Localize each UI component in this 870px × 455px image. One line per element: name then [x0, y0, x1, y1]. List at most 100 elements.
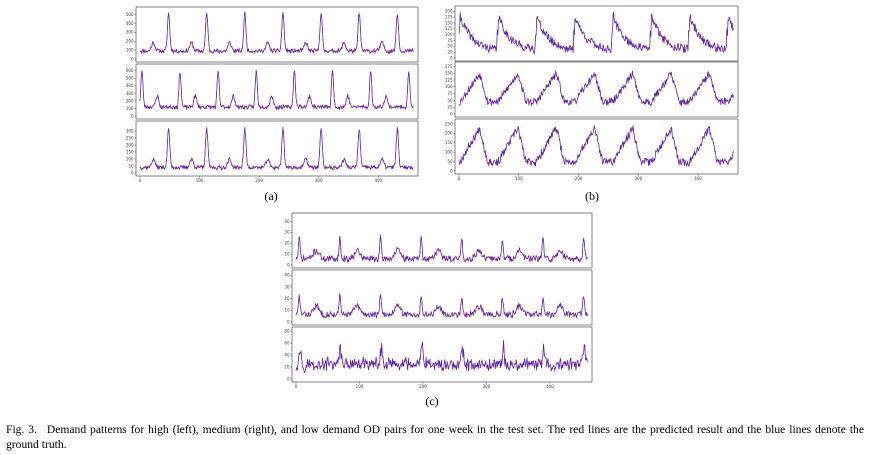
y-tick-label: 200: [126, 39, 134, 44]
y-tick-label: 0: [131, 170, 134, 175]
y-tick-label: 300: [126, 128, 134, 133]
y-tick-label: 50: [447, 159, 453, 164]
y-tick-label: 200: [126, 142, 134, 147]
figure-caption: Fig. 3. Demand patterns for high (left),…: [6, 422, 864, 452]
x-tick-label: 0: [139, 178, 142, 183]
y-tick-label: 0: [450, 168, 453, 173]
y-tick-label: 0: [287, 376, 290, 381]
subfigure-label: (b): [585, 189, 599, 203]
panel-frame: [454, 61, 739, 118]
x-tick-label: 0: [458, 176, 461, 181]
series-ground-truth-line: [458, 12, 734, 54]
chart-panel-1-2: 0 100 200 300 400 500 600: [126, 63, 419, 120]
chart-panel-1-1: 0 100 200 300 400 500: [126, 6, 419, 63]
y-tick-label: 30: [284, 284, 290, 289]
series-ground-truth-line: [295, 235, 588, 263]
chart-panel-3-2: 0 10 20 30 40: [284, 269, 593, 326]
y-tick-label: 40: [284, 219, 290, 224]
panel-frame: [454, 5, 739, 62]
y-tick-label: 175: [445, 15, 453, 20]
y-tick-label: 10: [284, 308, 290, 313]
y-tick-label: 100: [445, 32, 453, 37]
y-tick-label: 100: [126, 156, 134, 161]
y-tick-label: 300: [126, 30, 134, 35]
y-tick-label: 20: [284, 364, 290, 369]
y-tick-label: 75: [447, 91, 453, 96]
chart-group-1: 0 100 200 300 400 500 0 100 200 300 400 500 600 0 50 10…: [126, 6, 419, 203]
y-tick-label: 150: [445, 20, 453, 25]
y-tick-label: 175: [445, 64, 453, 69]
y-tick-label: 25: [447, 50, 453, 55]
y-tick-label: 0: [287, 262, 290, 267]
x-tick-label: 200: [255, 178, 263, 183]
chart-panel-1-3: 0 50 100 150 200 250 300 0 100 200 300 400: [126, 120, 419, 183]
y-tick-label: 20: [284, 241, 290, 246]
y-tick-label: 100: [445, 84, 453, 89]
series-ground-truth-line: [139, 127, 414, 171]
chart-group-2: 0255075100125150175200025507510012515017…: [445, 5, 739, 203]
panel-frame: [291, 326, 593, 383]
x-tick-label: 0: [295, 384, 298, 389]
x-tick-label: 300: [483, 384, 491, 389]
y-tick-label: 30: [284, 230, 290, 235]
panel-frame: [291, 269, 593, 326]
y-tick-label: 250: [126, 135, 134, 140]
y-tick-label: 40: [284, 273, 290, 278]
panel-frame: [135, 6, 419, 63]
series-ground-truth-line: [139, 70, 414, 110]
chart-panel-3-3: 0 20 40 60 80 0 100 200 300 400: [284, 326, 593, 389]
y-tick-label: 0: [450, 55, 453, 60]
x-tick-label: 300: [315, 178, 323, 183]
figure-caption-number: Fig. 3.: [6, 423, 37, 436]
panel-frame: [135, 63, 419, 120]
y-tick-label: 50: [447, 98, 453, 103]
y-tick-label: 200: [126, 98, 134, 103]
subfigure-label: (a): [264, 189, 277, 203]
series-ground-truth-line: [458, 70, 734, 107]
x-tick-label: 100: [515, 176, 523, 181]
subfigure-label: (c): [425, 394, 438, 408]
y-tick-label: 10: [284, 252, 290, 257]
y-tick-label: 300: [126, 91, 134, 96]
y-tick-label: 50: [447, 44, 453, 49]
x-tick-label: 200: [419, 384, 427, 389]
y-tick-label: 200: [445, 131, 453, 136]
x-tick-label: 300: [635, 176, 643, 181]
y-tick-label: 0: [450, 111, 453, 116]
series-ground-truth-line: [295, 340, 588, 373]
series-ground-truth-line: [458, 124, 734, 167]
y-tick-label: 150: [126, 149, 134, 154]
y-tick-label: 0: [287, 319, 290, 324]
y-tick-label: 600: [126, 68, 134, 73]
y-tick-label: 20: [284, 296, 290, 301]
panel-frame: [454, 118, 739, 175]
y-tick-label: 500: [126, 12, 134, 17]
figure-caption-text: Demand patterns for high (left), medium …: [6, 423, 864, 451]
x-tick-label: 100: [356, 384, 364, 389]
y-tick-label: 200: [445, 9, 453, 14]
y-tick-label: 0: [131, 56, 134, 61]
y-tick-label: 60: [284, 341, 290, 346]
y-tick-label: 250: [445, 121, 453, 126]
y-tick-label: 0: [131, 113, 134, 118]
x-tick-label: 400: [694, 176, 702, 181]
chart-panel-2-3: 0 50 100 150 200 250 0 100 200 300 400: [445, 118, 739, 181]
y-tick-label: 125: [445, 77, 453, 82]
y-tick-label: 80: [284, 329, 290, 334]
x-tick-label: 200: [575, 176, 583, 181]
y-tick-label: 25: [447, 105, 453, 110]
y-tick-label: 75: [447, 38, 453, 43]
y-tick-label: 500: [126, 76, 134, 81]
series-ground-truth-line: [139, 11, 414, 54]
x-tick-label: 100: [196, 178, 204, 183]
y-tick-label: 100: [445, 150, 453, 155]
y-tick-label: 125: [445, 26, 453, 31]
series-ground-truth-line: [295, 293, 588, 319]
y-tick-label: 150: [445, 71, 453, 76]
chart-panel-3-1: 0 10 20 30 40: [284, 212, 593, 269]
y-tick-label: 150: [445, 140, 453, 145]
